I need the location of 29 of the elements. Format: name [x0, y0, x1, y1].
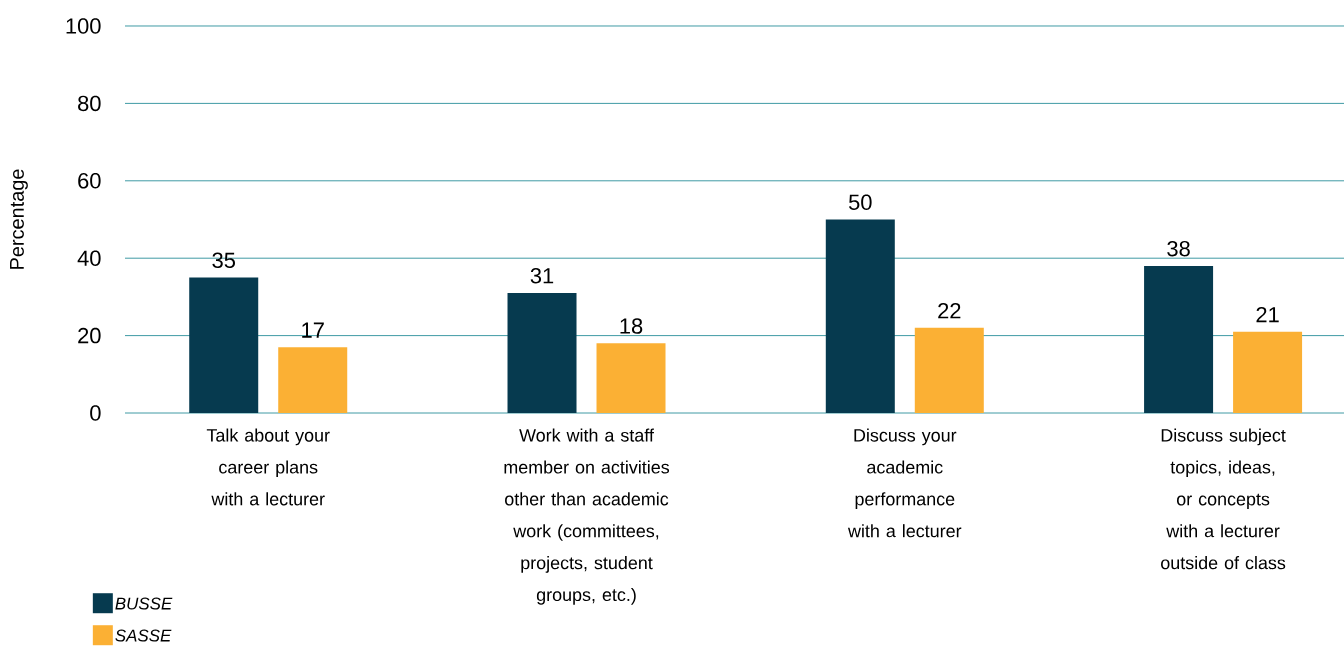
- data-label: 35: [212, 252, 235, 269]
- x-tick-label: Discuss your academic performance with a lecturer: [847, 428, 962, 538]
- x-tick-label: Talk about your career plans with a lecturer: [206, 428, 330, 506]
- y-tick-label: 20: [78, 327, 101, 344]
- y-tick-label: 100: [66, 18, 101, 34]
- data-label: 50: [848, 194, 872, 210]
- bar: [189, 277, 259, 413]
- data-label: 31: [530, 267, 554, 284]
- bar: [278, 347, 348, 413]
- data-label: 18: [620, 318, 643, 334]
- legend-label: SASSE: [115, 629, 172, 642]
- bar: [1233, 331, 1303, 413]
- y-tick-label: 0: [90, 405, 101, 421]
- bar: [596, 343, 666, 413]
- x-tick-label: Discuss subject topics, ideas, or concepts with a lecturer outside of class: [1161, 428, 1286, 570]
- bar: [825, 219, 895, 413]
- data-label: 21: [1256, 306, 1279, 323]
- y-axis-title: Percentage: [10, 169, 28, 269]
- bar: [507, 293, 577, 413]
- data-label: 17: [302, 322, 324, 338]
- x-tick-label: Work with a staff member on activities other than academic work (committees, projects, student groups, etc.): [504, 428, 670, 605]
- data-label: 38: [1167, 240, 1190, 257]
- y-tick-label: 60: [78, 173, 101, 189]
- data-label: 22: [938, 303, 961, 319]
- y-tick-label: 80: [78, 95, 101, 112]
- bar: [914, 327, 984, 413]
- bar: [1144, 265, 1214, 413]
- y-tick-label: 40: [77, 250, 101, 266]
- legend-label: BUSSE: [115, 597, 173, 610]
